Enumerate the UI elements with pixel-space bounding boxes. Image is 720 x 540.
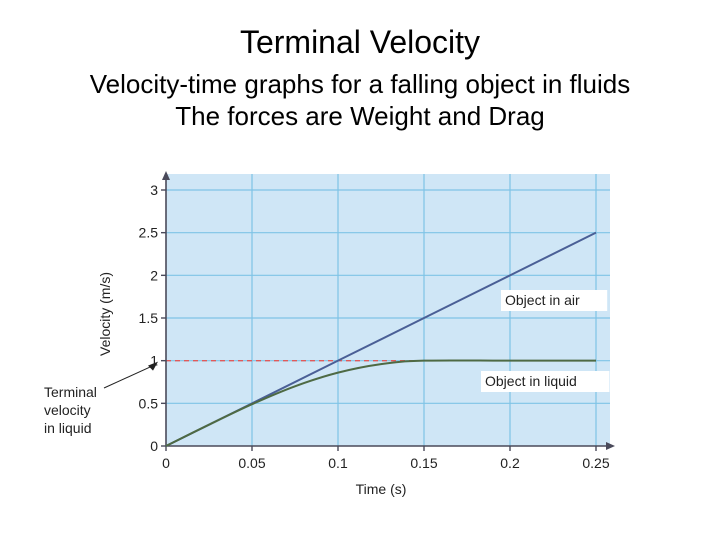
- x-axis-arrowhead: [606, 442, 615, 450]
- slide-subtitle-line-2: The forces are Weight and Drag: [175, 101, 545, 131]
- annotation-terminal-velocity-line: Terminal: [44, 384, 97, 400]
- annotation-terminal-velocity-line: velocity: [44, 402, 91, 418]
- legend-label-object-in-air: Object in air: [505, 292, 580, 308]
- legend-label-object-in-liquid: Object in liquid: [485, 373, 577, 389]
- x-tick-label: 0: [162, 455, 170, 471]
- y-axis-label: Velocity (m/s): [97, 272, 113, 356]
- annotation-arrowhead: [148, 361, 158, 371]
- y-tick-label: 1.5: [139, 310, 159, 326]
- y-tick-label: 2: [150, 267, 158, 283]
- y-tick-label: 3: [150, 182, 158, 198]
- legend-label-object-in-liquid-box: [481, 371, 610, 392]
- y-tick-label: 0.5: [139, 395, 159, 411]
- annotation-arrow-line: [103, 365, 154, 389]
- x-tick-label: 0.2: [500, 455, 520, 471]
- y-tick-label: 0: [150, 438, 158, 454]
- x-tick-label: 0.15: [410, 455, 437, 471]
- y-axis-arrowhead: [162, 171, 170, 180]
- y-tick-label: 2.5: [139, 225, 159, 241]
- x-tick-label: 0.05: [238, 455, 265, 471]
- annotation-terminal-velocity-line: in liquid: [44, 420, 91, 436]
- y-tick-label: 1: [150, 353, 158, 369]
- slide-subtitle-line-1: Velocity-time graphs for a falling objec…: [89, 69, 631, 99]
- x-tick-label: 0.25: [582, 455, 609, 471]
- x-tick-label: 0.1: [328, 455, 348, 471]
- legend-label-object-in-air-box: [501, 290, 608, 311]
- slide-title: Terminal Velocity: [239, 24, 481, 60]
- x-axis-label: Time (s): [356, 481, 407, 497]
- series-line-object-in-liquid: [165, 359, 596, 447]
